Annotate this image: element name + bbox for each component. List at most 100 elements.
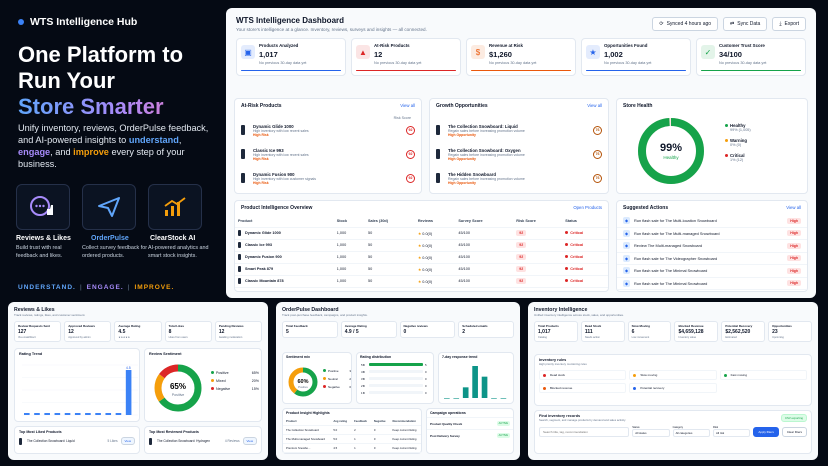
top-reviewed-view-button[interactable]: View: [242, 437, 257, 445]
trend-bar: [453, 398, 460, 399]
clearstock-feature-card[interactable]: [148, 184, 202, 230]
legend-dot: [211, 387, 214, 390]
trend-bar: [85, 413, 91, 415]
rule-item: Dead stock: [539, 370, 627, 380]
score-badge: 92: [406, 149, 415, 159]
dist-track: [369, 391, 423, 394]
sentiment-mix-card: Sentiment mix 60% Positive Positive 3 Neut…: [282, 352, 352, 404]
table-cell: 92: [513, 239, 563, 252]
table-cell: Smart Peak 879: [235, 263, 334, 276]
status-select[interactable]: All status: [632, 429, 670, 437]
insights-cell: 1: [351, 443, 371, 453]
action-item[interactable]: ◆ Run flash sale for The Multi-location S…: [617, 215, 807, 228]
list-item: The Hidden Snowboard Regain sales before …: [430, 166, 608, 190]
sentiment-mix-segments: [288, 367, 318, 397]
table-cell: 50: [364, 239, 415, 252]
growth-view-all[interactable]: View all: [587, 103, 602, 108]
table-cell: Critical: [562, 263, 608, 276]
rule-dot: [633, 373, 637, 377]
category-select[interactable]: All categories: [672, 429, 710, 437]
item-name: The Collection Snowboard: Oxygen: [448, 147, 521, 153]
stat-note: Awaiting moderation: [218, 336, 243, 339]
synced-label: Synced 4 hours ago: [666, 21, 712, 27]
at-risk-view-all[interactable]: View all: [400, 103, 415, 108]
hero-tagline: Unify inventory, reviews, OrderPulse fee…: [18, 122, 218, 170]
orderpulse-feature-card[interactable]: [82, 184, 136, 230]
risk-score-pill: 92: [516, 266, 527, 272]
action-item[interactable]: ◆ Run flash sale for The Minimal Snowboar…: [617, 265, 807, 278]
campaign-name: Post Delivery Survey: [430, 433, 460, 438]
csv-export-button[interactable]: CSV exporting: [780, 414, 807, 422]
synced-status-button[interactable]: ⟳ Synced 4 hours ago: [652, 17, 719, 31]
health-legend: Healthy 99% (1,005) Warning 0% (0) Critical 1…: [725, 123, 751, 168]
box-icon: ▣: [241, 45, 255, 59]
stat-label: Total Feedback: [286, 324, 308, 328]
action-item[interactable]: ◆ Run flash sale for The Videographer Sno…: [617, 253, 807, 265]
top-liked-title: Top Most Liked Products: [19, 430, 62, 434]
pillar-understand: UNDERSTAND.: [18, 284, 76, 291]
top-liked-view-button[interactable]: View: [120, 437, 135, 445]
table-header: Sales (30d): [364, 215, 415, 228]
stat-label: Opportunities: [772, 324, 792, 328]
health-arc: [638, 118, 704, 184]
action-item[interactable]: ◆ Review The Multi-managed Snowboard High: [617, 240, 807, 253]
risk-select[interactable]: All risk: [712, 429, 751, 437]
legend-text: Neutral: [328, 377, 338, 381]
insights-cell: The Multi-managed Snowboard: [283, 434, 331, 444]
dist-row: 4★ 0: [361, 368, 429, 375]
feature-desc-clearstock: AI-powered analytics and smart stock ins…: [148, 245, 209, 259]
cell-value: 45/100: [458, 231, 470, 235]
rule-item: Potential recovery: [629, 383, 717, 393]
insights-row: Premium Snowbo... 4.5 1 0 Keep current listi…: [283, 443, 421, 453]
brand: WTS Intelligence Hub: [18, 16, 137, 28]
feature-title-clearstock: ClearStock AI: [150, 235, 196, 242]
campaign-item: Product Quality Check ACTIVE: [427, 417, 513, 429]
star-icon: ★: [586, 45, 600, 59]
kpi-note: No previous 30-day data yet: [604, 61, 652, 65]
table-cell: ★ 0.0(0): [414, 251, 456, 264]
reviews-feature-card[interactable]: [16, 184, 70, 230]
product-thumb: [238, 266, 241, 272]
growth-title: Growth Opportunities: [436, 103, 488, 109]
growth-list: The Collection Snowboard: Liquid Regain s…: [430, 118, 608, 190]
open-products-link[interactable]: Open Products: [573, 205, 602, 210]
tagline-part: Unify inventory, reviews, OrderPulse fee…: [18, 123, 209, 145]
product-name: Smart Peak 879: [245, 267, 274, 271]
action-item[interactable]: ◆ Run flash sale for The Minimal Snowboar…: [617, 278, 807, 290]
cell-value: 45/100: [458, 243, 470, 247]
inventory-subtitle: Unified inventory intelligence across st…: [534, 313, 624, 317]
insights-cell: 0: [370, 425, 390, 435]
risk-score-pill: 92: [516, 242, 527, 248]
apply-filters-button[interactable]: Apply filters: [753, 427, 779, 437]
headline-line-3: Store Smarter: [18, 94, 218, 120]
priority-badge: High: [787, 242, 801, 249]
dist-label: 4★: [361, 369, 366, 374]
dist-row: 2★ 0: [361, 382, 429, 389]
trend-bar: [95, 413, 101, 415]
rule-dot: [543, 386, 546, 390]
table-cell: 92: [513, 275, 563, 288]
rule-name: Dead stock: [550, 373, 566, 377]
insights-cell: 5.0: [330, 434, 352, 444]
response-trend-title: 7-day response trend: [442, 355, 478, 359]
insights-header: Recommendation: [389, 417, 421, 426]
inventory-search-input[interactable]: [539, 427, 630, 437]
actions-view-all[interactable]: View all: [786, 205, 801, 210]
list-item: Dynamic Glide 1000 High inventory with lo…: [235, 118, 421, 142]
feature-title-reviews: Reviews & Likes: [16, 235, 71, 242]
product-thumb: [241, 173, 245, 183]
legend-dot: [323, 369, 326, 372]
stat-label: Pending Reviews: [218, 324, 244, 328]
table-row: Dynamic Fusion 900 1,000 50 ★ 0.0(0) 45/100 9…: [235, 251, 608, 264]
hero-section: WTS Intelligence Hub One Platform to Run…: [0, 0, 222, 300]
export-button[interactable]: ⤓ Export: [772, 17, 806, 31]
clear-filters-button[interactable]: Clear filters: [781, 427, 808, 437]
item-text: Dynamic Fusion 900 High inventory with lo…: [253, 172, 406, 185]
action-item[interactable]: ◆ Run flash sale for The Multi-managed Sn…: [617, 228, 807, 240]
stat-label: Average Rating: [344, 324, 367, 328]
rule-dot: [633, 386, 637, 390]
item-note: Regain sales before increasing promotion…: [448, 152, 525, 157]
sync-data-button[interactable]: ⇄ Sync Data: [723, 17, 768, 31]
legend-dot: [211, 379, 214, 382]
table-cell: 50: [364, 251, 415, 264]
